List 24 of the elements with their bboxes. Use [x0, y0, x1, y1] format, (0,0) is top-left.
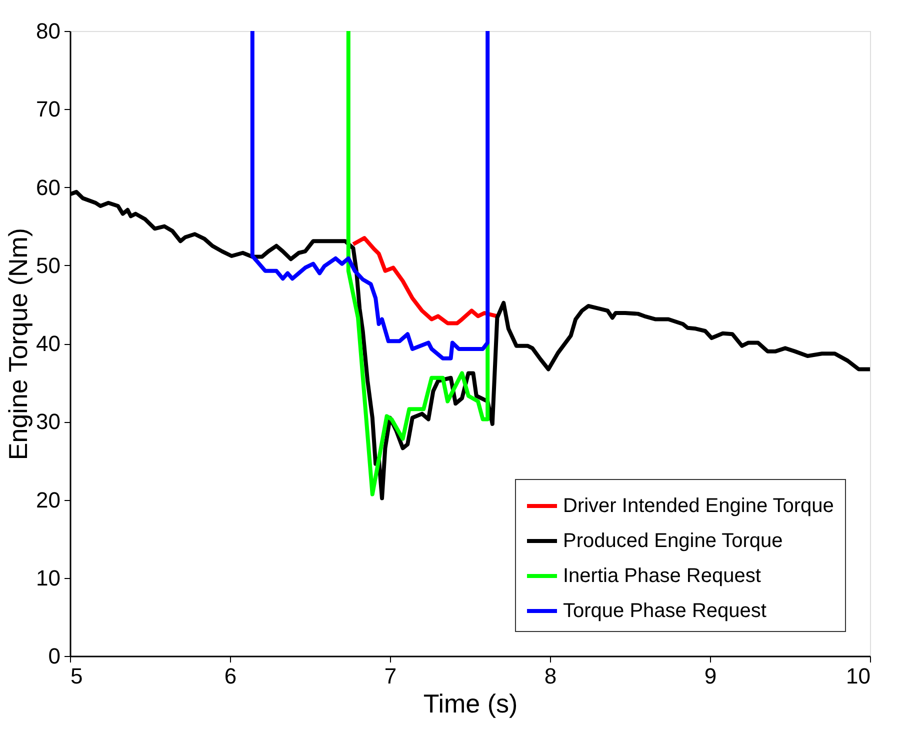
- x-tick-label: 9: [704, 664, 717, 688]
- y-tick-label: 30: [36, 409, 60, 434]
- line-series: [351, 236, 500, 326]
- legend-label: Produced Engine Torque: [563, 530, 783, 552]
- y-tick-label: 70: [36, 96, 60, 122]
- x-tick-label: 8: [544, 664, 557, 688]
- y-axis-title: Engine Torque (Nm): [3, 228, 34, 460]
- x-axis-title: Time (s): [423, 688, 518, 718]
- y-tick-label: 10: [36, 565, 60, 590]
- line-series: [346, 31, 490, 496]
- legend-label: Inertia Phase Request: [563, 565, 762, 587]
- y-tick-label: 20: [36, 487, 60, 512]
- x-tick-label: 10: [846, 664, 870, 688]
- y-tick-label: 0: [48, 644, 60, 668]
- line-series: [250, 31, 490, 360]
- x-tick-label: 7: [384, 664, 397, 688]
- y-tick-label: 50: [36, 252, 60, 278]
- x-tick-label: 6: [224, 664, 237, 688]
- y-tick-label: 60: [36, 174, 60, 200]
- legend-label: Torque Phase Request: [563, 600, 767, 622]
- y-tick-label: 40: [36, 331, 60, 356]
- legend-label: Driver Intended Engine Torque: [563, 495, 834, 517]
- x-tick-label: 5: [70, 664, 83, 688]
- y-tick-label: 80: [36, 18, 60, 44]
